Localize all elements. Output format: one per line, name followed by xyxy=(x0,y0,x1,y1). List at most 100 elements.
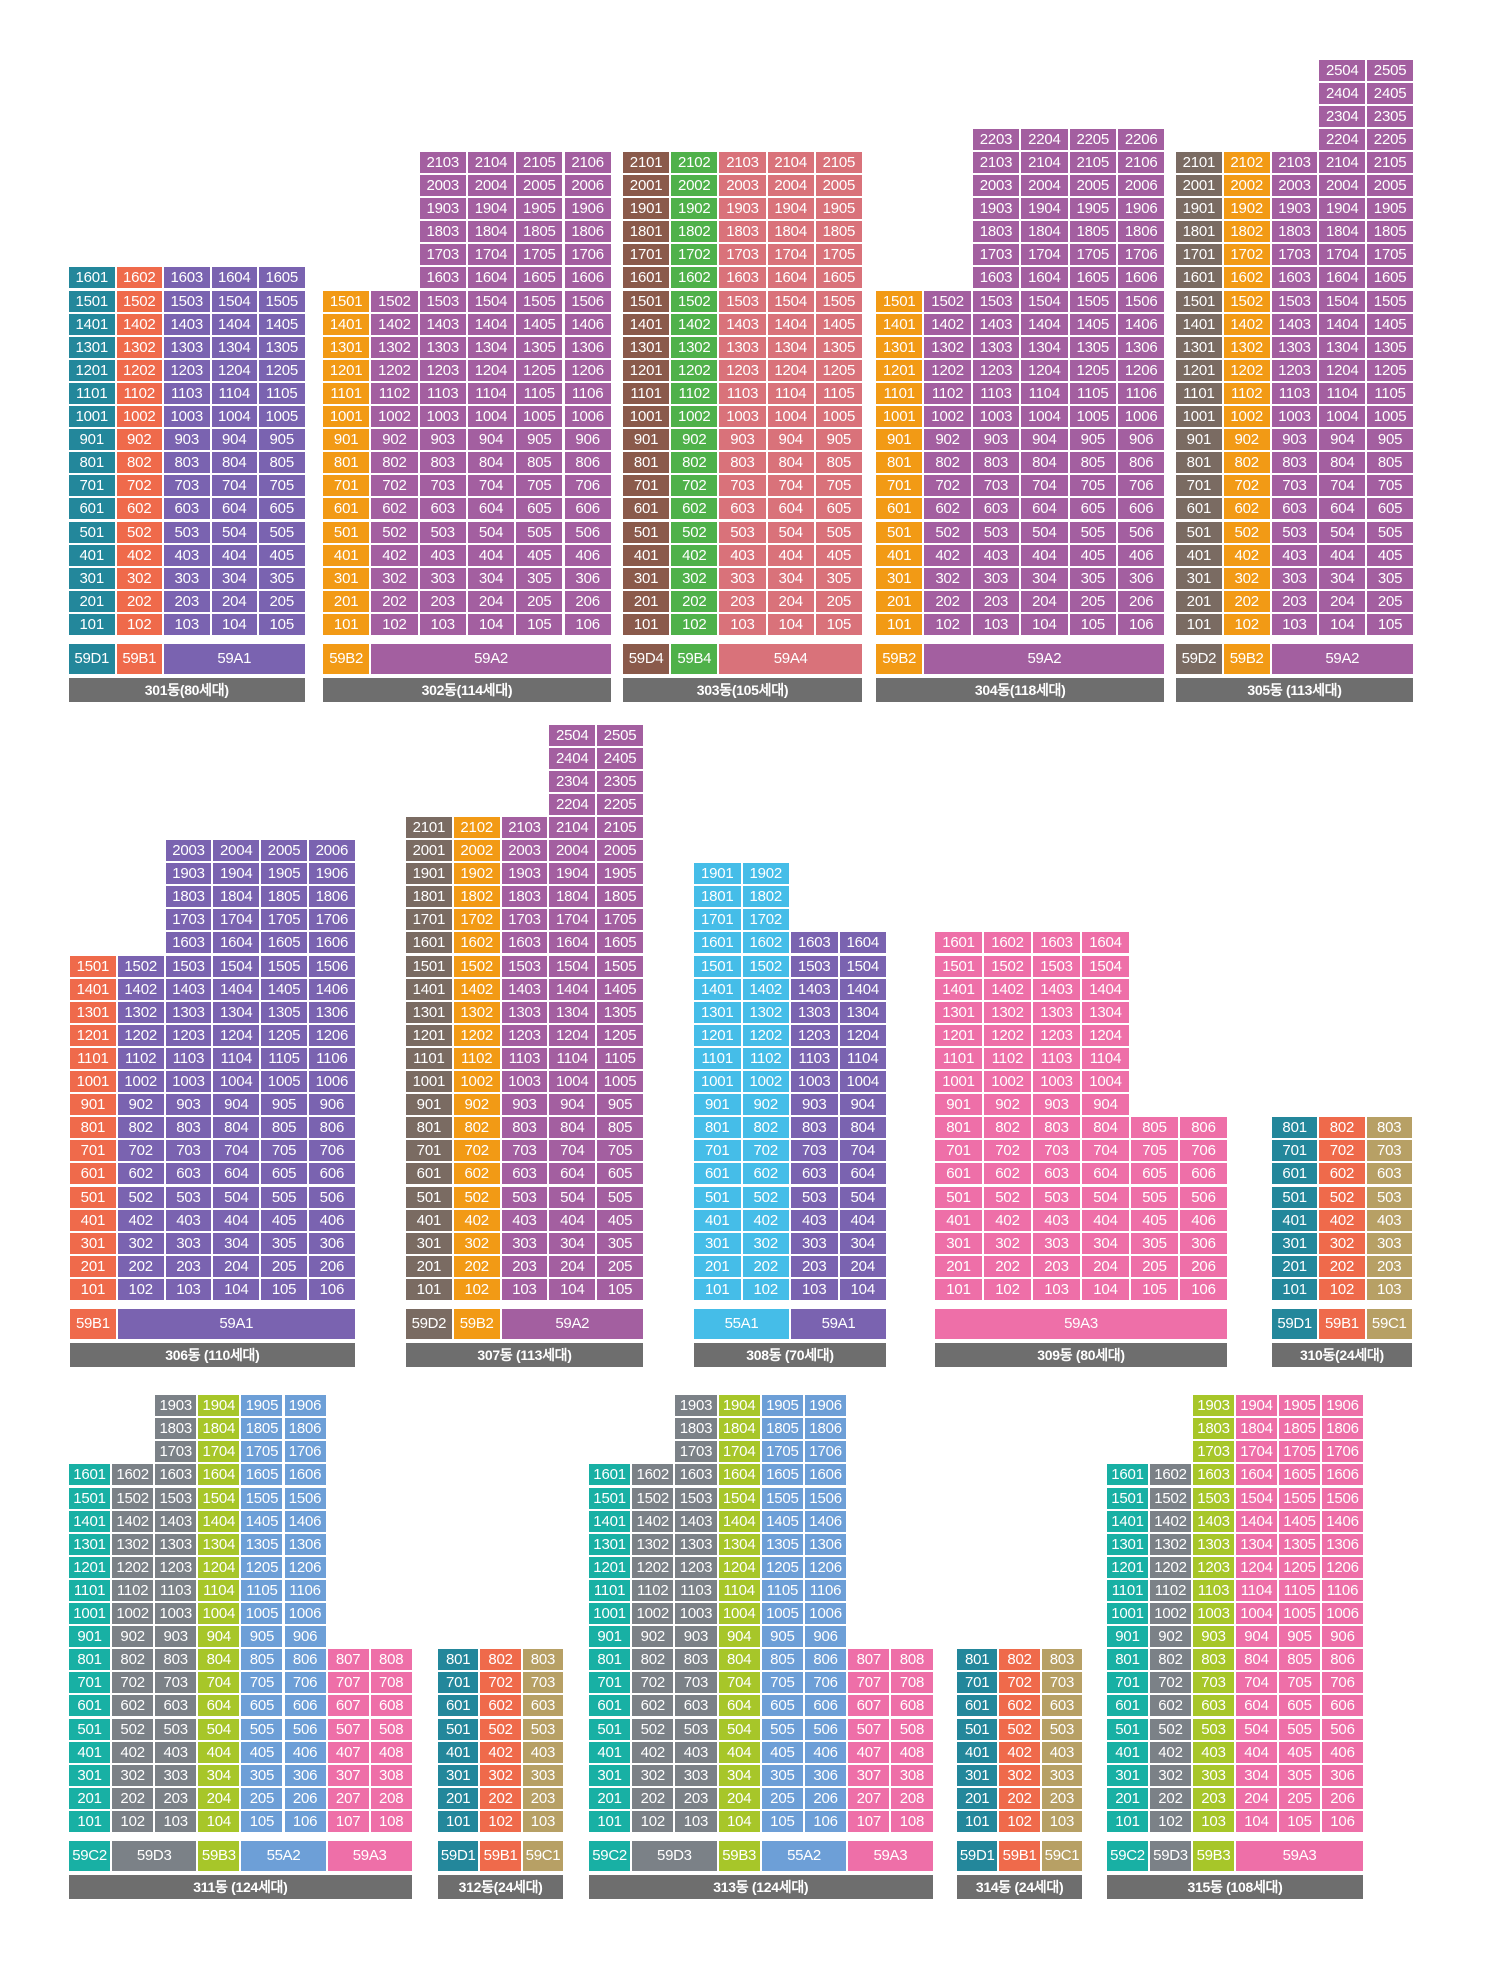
unit-cell: 1502 xyxy=(632,1487,676,1511)
unit-cell: 905 xyxy=(597,1094,645,1118)
unit-cell: 503 xyxy=(501,1186,550,1210)
unit-cell: 802 xyxy=(453,1117,502,1141)
unit-cell: 503 xyxy=(1041,1718,1085,1742)
unit-cell: 1001 xyxy=(589,1603,633,1627)
unit-cell: 1306 xyxy=(805,1533,849,1557)
unit-cell: 305 xyxy=(261,1232,309,1256)
unit-cell: 801 xyxy=(70,1117,118,1141)
unit-cell: 2105 xyxy=(516,151,565,175)
unit-cell: 804 xyxy=(718,1649,762,1673)
unit-cell: 606 xyxy=(309,1163,357,1187)
unit-cell: 1205 xyxy=(1069,359,1118,383)
unit-cell: 705 xyxy=(1367,475,1415,499)
unit-cell: 301 xyxy=(323,567,372,591)
unit-cell: 1902 xyxy=(742,863,791,887)
unit-cell: 105 xyxy=(261,1278,309,1302)
unit-type-label: 59C1 xyxy=(1041,1841,1085,1871)
unit-cell: 1005 xyxy=(516,406,565,430)
unit-cell: 2204 xyxy=(1319,128,1368,152)
unit-cell: 106 xyxy=(805,1810,849,1834)
unit-cell: 2003 xyxy=(419,175,468,199)
unit-cell: 1404 xyxy=(1082,978,1131,1002)
unit-cell: 1104 xyxy=(549,1047,598,1071)
unit-cell: 1204 xyxy=(213,1024,262,1048)
unit-cell: 2003 xyxy=(972,175,1022,199)
unit-cell: 902 xyxy=(453,1094,502,1118)
unit-cell: 1104 xyxy=(718,1579,762,1603)
unit-type-label: 59D3 xyxy=(1150,1841,1193,1871)
unit-cell: 505 xyxy=(761,1718,805,1742)
unit-type-label: 59B1 xyxy=(999,1841,1042,1871)
unit-cell: 1201 xyxy=(876,359,925,383)
unit-cell: 904 xyxy=(718,1626,762,1650)
unit-cell: 405 xyxy=(1069,544,1118,568)
unit-cell: 1106 xyxy=(284,1579,328,1603)
unit-cell: 1301 xyxy=(1107,1533,1150,1557)
unit-cell: 1002 xyxy=(1150,1603,1193,1627)
unit-cell: 201 xyxy=(323,590,372,614)
unit-cell: 1803 xyxy=(1271,221,1320,245)
unit-cell: 901 xyxy=(694,1094,743,1118)
unit-cell: 1202 xyxy=(1150,1556,1193,1580)
unit-cell: 1401 xyxy=(935,978,984,1002)
unit-cell: 804 xyxy=(198,1649,242,1673)
unit-cell: 403 xyxy=(719,544,768,568)
unit-cell: 304 xyxy=(198,1764,242,1788)
unit-cell: 101 xyxy=(876,613,925,637)
unit-cell: 1605 xyxy=(1279,1464,1322,1488)
unit-cell: 2005 xyxy=(1069,175,1118,199)
unit-cell: 902 xyxy=(671,429,720,453)
unit-cell: 1103 xyxy=(1033,1047,1082,1071)
unit-cell: 901 xyxy=(935,1094,984,1118)
unit-cell: 504 xyxy=(549,1186,598,1210)
unit-cell: 202 xyxy=(453,1255,502,1279)
unit-cell: 101 xyxy=(69,1810,113,1834)
unit-cell: 1005 xyxy=(261,1071,309,1095)
unit-cell: 504 xyxy=(1082,1186,1131,1210)
unit-cell: 604 xyxy=(211,498,259,522)
unit-cell: 1202 xyxy=(671,359,720,383)
unit-cell: 1504 xyxy=(839,955,888,979)
unit-cell: 1203 xyxy=(1271,359,1320,383)
unit-cell: 1904 xyxy=(718,1395,762,1419)
unit-cell: 304 xyxy=(1236,1764,1279,1788)
unit-cell: 606 xyxy=(564,498,613,522)
unit-cell: 105 xyxy=(241,1810,285,1834)
unit-cell: 704 xyxy=(549,1140,598,1164)
unit-cell: 1001 xyxy=(694,1071,743,1095)
unit-cell: 503 xyxy=(791,1186,840,1210)
unit-cell: 1905 xyxy=(1279,1395,1322,1419)
unit-cell: 1106 xyxy=(564,382,613,406)
unit-cell: 1605 xyxy=(1069,267,1118,291)
building-label: 315동 (108세대) xyxy=(1107,1875,1363,1899)
unit-cell: 1703 xyxy=(972,244,1022,268)
unit-cell: 401 xyxy=(935,1209,984,1233)
unit-cell: 303 xyxy=(791,1232,840,1256)
unit-cell: 105 xyxy=(815,613,864,637)
unit-cell: 103 xyxy=(1366,1278,1414,1302)
unit-cell: 2305 xyxy=(597,770,645,794)
unit-cell: 2002 xyxy=(671,175,720,199)
unit-cell: 604 xyxy=(1021,498,1070,522)
unit-cell: 201 xyxy=(876,590,925,614)
unit-cell: 1305 xyxy=(516,336,565,360)
unit-cell: 1401 xyxy=(69,313,117,337)
unit-cell: 1602 xyxy=(632,1464,676,1488)
unit-cell: 2405 xyxy=(597,747,645,771)
unit-cell: 1705 xyxy=(597,909,645,933)
unit-cell: 501 xyxy=(876,521,925,545)
unit-cell: 303 xyxy=(501,1232,550,1256)
unit-cell: 1504 xyxy=(718,1487,762,1511)
unit-cell: 605 xyxy=(516,498,565,522)
unit-cell: 1601 xyxy=(935,932,984,956)
unit-cell: 1301 xyxy=(69,336,117,360)
unit-cell: 102 xyxy=(1319,1278,1367,1302)
unit-cell: 804 xyxy=(839,1117,888,1141)
unit-cell: 501 xyxy=(957,1718,1000,1742)
unit-cell: 1701 xyxy=(406,909,454,933)
unit-cell: 1204 xyxy=(1319,359,1368,383)
unit-cell: 1901 xyxy=(694,863,743,887)
unit-cell: 504 xyxy=(1319,521,1368,545)
unit-cell: 806 xyxy=(805,1649,849,1673)
unit-cell: 1403 xyxy=(501,978,550,1002)
